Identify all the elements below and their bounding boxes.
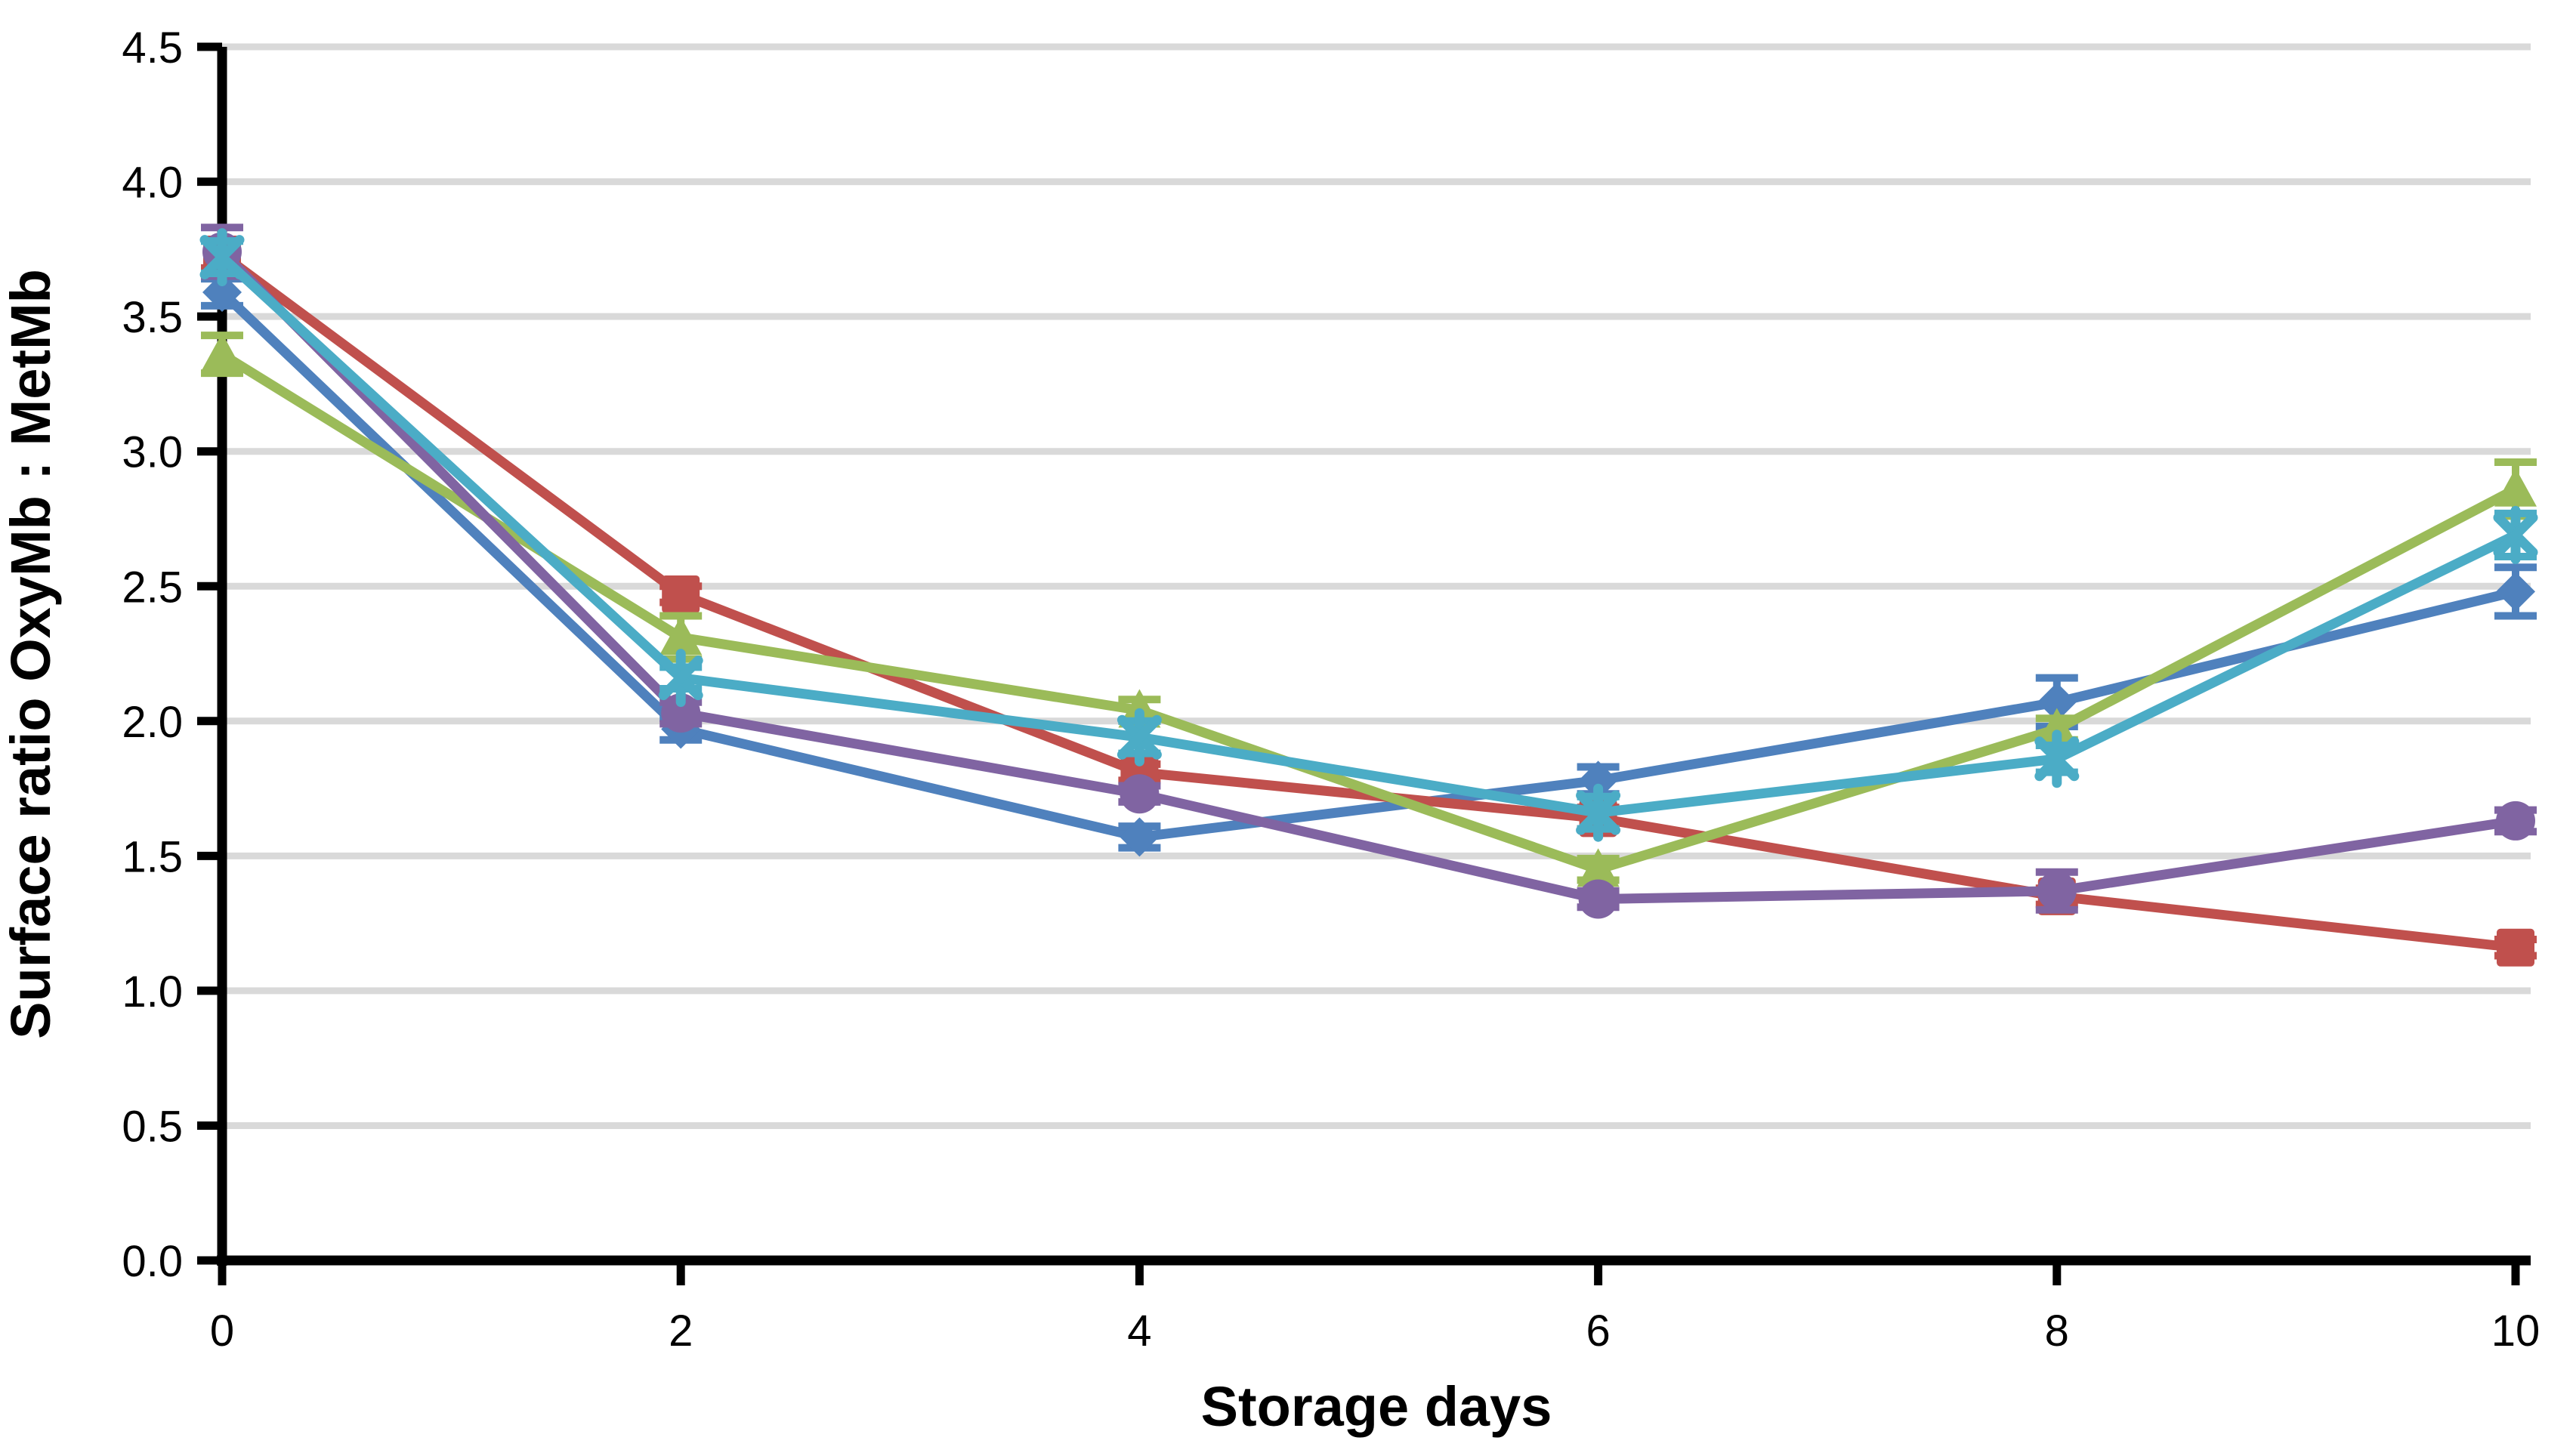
- y-tick-label: 2.5: [122, 563, 183, 612]
- x-tick-label: 2: [669, 1306, 693, 1356]
- data-point-marker-circle: [2496, 801, 2535, 841]
- y-tick-label: 0.5: [122, 1102, 183, 1151]
- series-group: [199, 224, 2538, 967]
- asterisk-arm: [2493, 512, 2538, 557]
- series-line: [218, 248, 2516, 904]
- axes-group: [217, 47, 2531, 1266]
- x-tick-label: 0: [210, 1306, 234, 1356]
- asterisk-arm: [1117, 714, 1162, 760]
- y-tick-label: 1.5: [122, 832, 183, 881]
- data-point-marker-diamond: [1578, 760, 1618, 801]
- asterisk-arm: [658, 656, 703, 701]
- data-point-marker-triangle: [201, 333, 243, 372]
- data-point-marker-triangle: [2494, 467, 2537, 507]
- asterisk-arm: [1576, 790, 1621, 835]
- y-axis-title: Surface ratio OxyMb : MetMb: [0, 269, 62, 1039]
- series-purple-circle: [201, 224, 2537, 919]
- data-point-marker-diamond: [1120, 817, 1160, 857]
- data-point-marker-asterisk: [658, 649, 703, 708]
- data-point-marker-diamond: [202, 273, 242, 313]
- data-point-marker-asterisk: [2493, 505, 2538, 564]
- series-line: [219, 350, 2519, 875]
- data-point-marker-diamond: [2037, 682, 2077, 722]
- data-point-marker-asterisk: [1117, 708, 1162, 767]
- tick-marks-group: [197, 42, 2520, 1285]
- data-point-marker-circle: [1120, 774, 1160, 814]
- y-tick-label: 0.0: [122, 1237, 183, 1286]
- y-tick-label: 4.5: [122, 23, 183, 72]
- series-line: [218, 253, 2518, 818]
- data-point-marker-square: [662, 575, 700, 613]
- x-tick-label: 10: [2491, 1306, 2540, 1356]
- x-tick-label: 4: [1127, 1306, 1151, 1356]
- data-point-marker-asterisk: [199, 228, 245, 287]
- data-point-marker-triangle: [1577, 848, 1620, 887]
- y-tick-labels-group: 0.0 0.5 1.0 1.5 2.0 2.5 3.0 3.5 4.0 4.5: [122, 23, 183, 1286]
- data-point-marker-diamond: [2496, 572, 2535, 612]
- y-tick-label: 3.5: [122, 293, 183, 342]
- x-tick-label: 8: [2045, 1306, 2069, 1356]
- data-point-marker-circle: [661, 693, 701, 733]
- asterisk-arm: [199, 235, 245, 280]
- series-line: [219, 250, 2516, 953]
- data-point-marker-circle: [2037, 871, 2077, 911]
- data-point-marker-triangle: [659, 616, 703, 656]
- y-tick-label: 3.0: [122, 428, 183, 477]
- gridlines-group: [222, 43, 2531, 1129]
- data-point-marker-asterisk: [2034, 730, 2080, 788]
- y-tick-label: 2.0: [122, 698, 183, 747]
- asterisk-arm: [2034, 736, 2080, 782]
- data-point-marker-triangle: [2035, 708, 2078, 747]
- y-tick-label: 1.0: [122, 967, 183, 1016]
- data-point-marker-square: [2497, 928, 2534, 967]
- y-tick-label: 4.0: [122, 159, 183, 208]
- data-point-marker-asterisk: [1576, 783, 1621, 842]
- x-tick-labels-group: 0 2 4 6 8 10: [210, 1306, 2540, 1356]
- x-axis-title: Storage days: [1201, 1375, 1552, 1438]
- data-point-marker-circle: [1578, 879, 1618, 919]
- series-cyan-asterisk: [199, 228, 2538, 842]
- x-tick-label: 6: [1586, 1306, 1610, 1356]
